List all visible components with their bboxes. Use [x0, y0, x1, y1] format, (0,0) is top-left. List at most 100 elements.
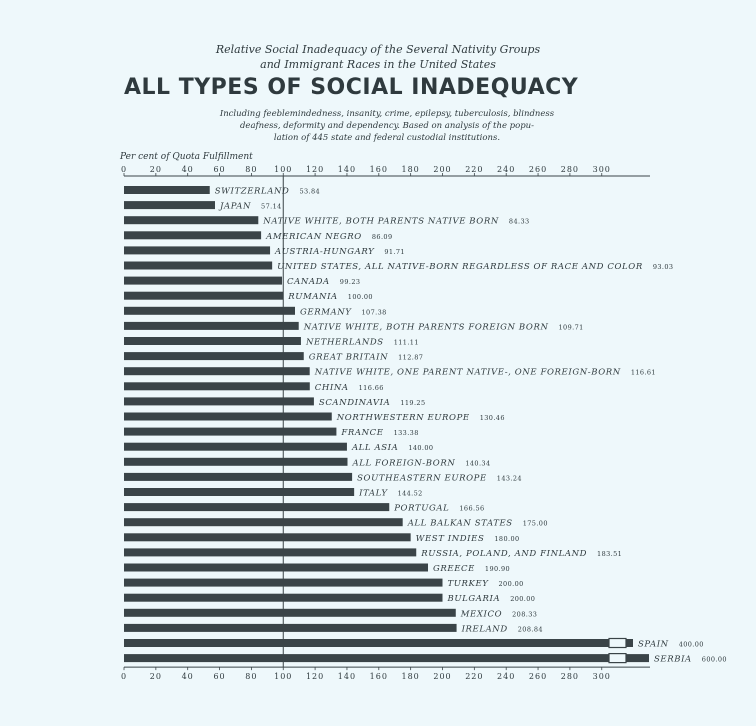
- bar: [124, 276, 283, 285]
- bar: [124, 246, 271, 255]
- category-label: AUSTRIA-HUNGARY: [274, 247, 375, 257]
- category-label: JAPAN: [218, 202, 251, 212]
- bottom-tick-label: 100: [274, 672, 292, 681]
- value-label: 143.24: [497, 474, 522, 482]
- category-label: RUMANIA: [287, 292, 338, 302]
- value-label: 200.00: [510, 595, 535, 603]
- top-tick-label: 200: [433, 165, 451, 174]
- category-label: FRANCE: [340, 428, 383, 438]
- category-label: NATIVE WHITE, BOTH PARENTS NATIVE BORN: [262, 217, 499, 227]
- bar: [124, 608, 456, 617]
- bar: [124, 201, 215, 210]
- value-label: 99.23: [340, 278, 361, 286]
- bar: [124, 578, 443, 587]
- value-label: 86.09: [372, 233, 393, 241]
- category-label: NETHERLANDS: [305, 338, 384, 348]
- top-tick-label: 160: [370, 165, 388, 174]
- category-label: GERMANY: [300, 307, 352, 317]
- chart-subtitle-line-2: deafness, deformity and dependency. Base…: [240, 121, 534, 131]
- value-label: 116.61: [631, 369, 656, 377]
- category-label: MEXICO: [460, 609, 502, 619]
- bar: [124, 261, 273, 270]
- category-label: PORTUGAL: [393, 504, 449, 514]
- value-label: 109.71: [559, 323, 584, 331]
- category-label: CANADA: [287, 277, 330, 287]
- value-label: 107.38: [362, 308, 387, 316]
- bar: [124, 488, 355, 496]
- bar: [124, 352, 304, 361]
- top-tick-label: 20: [150, 165, 162, 174]
- bar: [124, 306, 296, 315]
- bar: [124, 367, 310, 376]
- bar: [124, 457, 348, 466]
- bar: [124, 337, 301, 345]
- value-label: 166.56: [459, 505, 484, 513]
- axes: 0 0 20 20 40 40 60 60 80 80 100 100 120 120 140 140 160 1…: [121, 165, 650, 681]
- truncation-break-mark: [608, 637, 627, 649]
- bottom-tick-label: 220: [465, 672, 483, 681]
- bar: [124, 593, 443, 602]
- value-label: 200.00: [499, 580, 524, 588]
- bottom-tick-label: 300: [593, 672, 611, 681]
- category-label: ITALY: [358, 489, 388, 499]
- value-label: 84.33: [509, 218, 530, 226]
- value-label: 144.52: [398, 490, 423, 498]
- chart-subtitle-line-3: lation of 445 state and federal custodia…: [274, 133, 500, 143]
- chart-title-line-1: Relative Social Inadequacy of the Severa…: [215, 43, 541, 56]
- category-label: TURKEY: [448, 579, 490, 589]
- bar: [124, 563, 429, 572]
- category-label: BULGARIA: [447, 594, 501, 604]
- category-label: IRELAND: [461, 624, 508, 634]
- value-label: 100.00: [348, 293, 373, 301]
- bar: [124, 533, 411, 542]
- value-label: 175.00: [523, 520, 548, 528]
- value-label: 183.51: [597, 550, 622, 558]
- category-label: ALL ASIA: [351, 443, 398, 453]
- top-tick-label: 0: [121, 165, 127, 174]
- value-label: 116.66: [359, 384, 384, 392]
- top-tick-label: 240: [497, 165, 515, 174]
- bar: [124, 427, 337, 436]
- bar: [124, 231, 262, 240]
- category-label: SCANDINAVIA: [319, 398, 390, 408]
- category-label: SPAIN: [638, 640, 669, 650]
- value-label: 91.71: [384, 248, 405, 256]
- top-tick-label: 80: [245, 165, 257, 174]
- top-tick-label: 300: [593, 165, 611, 174]
- bar: [124, 382, 310, 391]
- value-label: 400.00: [679, 641, 704, 649]
- category-label: AMERICAN NEGRO: [265, 232, 362, 242]
- bottom-tick-label: 0: [121, 672, 127, 681]
- category-label: WEST INDIES: [416, 534, 485, 544]
- value-label: 190.90: [485, 565, 510, 573]
- truncation-break-mark: [608, 652, 627, 664]
- category-label: NATIVE WHITE, BOTH PARENTS FOREIGN BORN: [303, 322, 549, 332]
- top-tick-label: 100: [274, 165, 292, 174]
- bar: [124, 503, 390, 512]
- value-label: 130.46: [480, 414, 505, 422]
- bar: [124, 472, 353, 481]
- bottom-tick-label: 140: [338, 672, 356, 681]
- top-tick-label: 220: [465, 165, 483, 174]
- value-label: 53.84: [299, 188, 320, 196]
- category-label: GREAT BRITAIN: [309, 353, 388, 363]
- category-label: SERBIA: [654, 655, 692, 665]
- x-axis-label: Per cent of Quota Fulfillment: [119, 152, 253, 162]
- category-label: UNITED STATES, ALL NATIVE-BORN REGARDLES…: [277, 262, 643, 272]
- bottom-tick-label: 280: [561, 672, 579, 681]
- category-label: RUSSIA, POLAND, AND FINLAND: [420, 549, 587, 559]
- bar: [124, 654, 649, 663]
- value-label: 57.14: [261, 203, 282, 211]
- value-label: 140.34: [465, 459, 490, 467]
- top-tick-label: 180: [402, 165, 420, 174]
- top-tick-label: 40: [182, 165, 194, 174]
- bar: [124, 216, 259, 225]
- bar: [124, 186, 210, 194]
- bar: [124, 518, 403, 527]
- bar: [124, 639, 633, 647]
- value-label: 133.38: [394, 429, 419, 437]
- bar: [124, 291, 284, 300]
- value-label: 119.25: [400, 399, 425, 407]
- value-label: 140.00: [408, 444, 433, 452]
